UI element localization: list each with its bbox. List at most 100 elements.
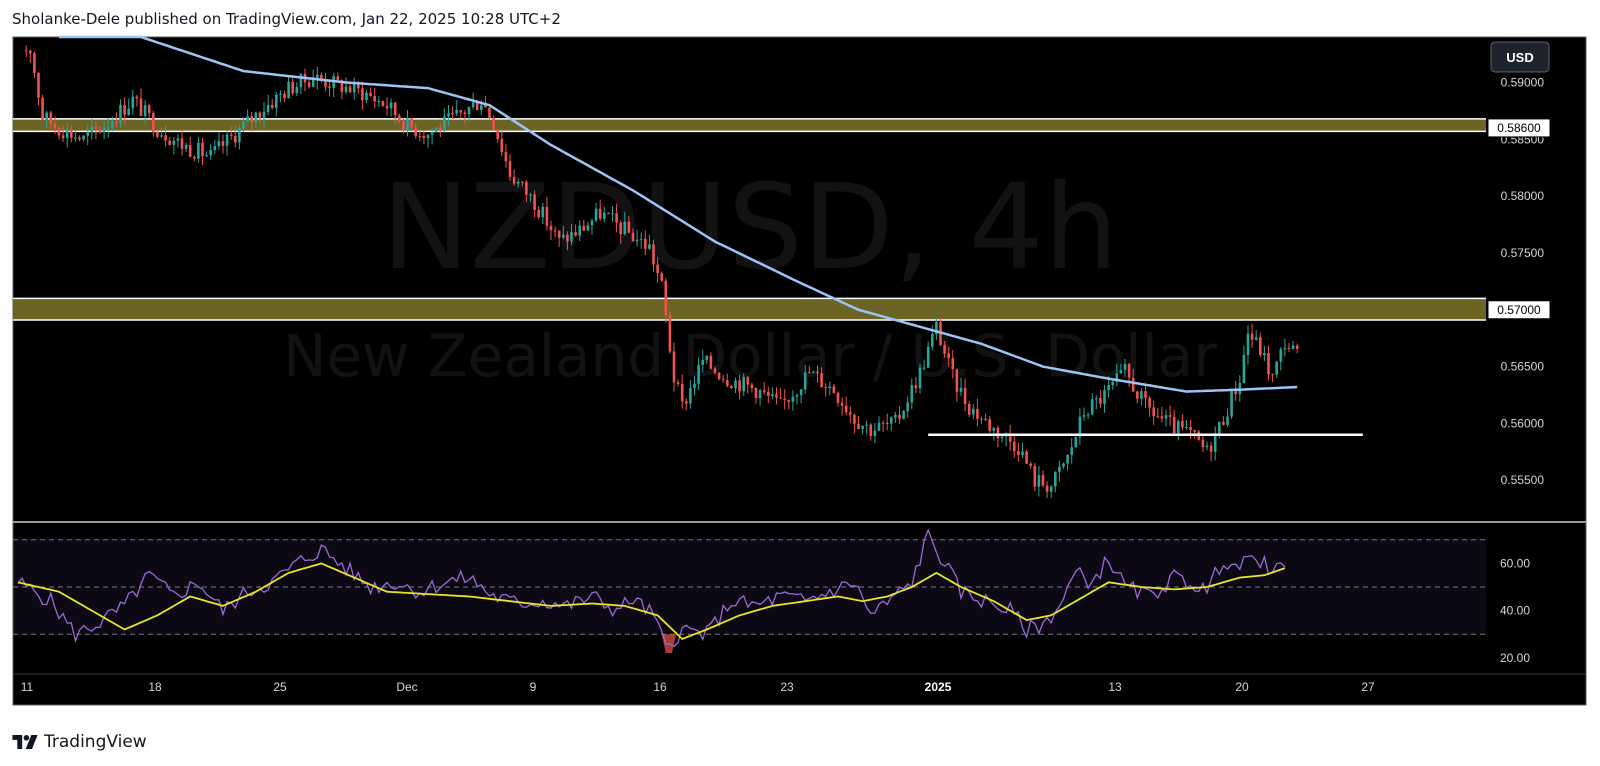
currency-button[interactable]: USD	[1490, 41, 1550, 73]
candle-body	[947, 353, 950, 359]
candle-body	[467, 107, 471, 115]
time-tick-label: Dec	[396, 680, 417, 694]
candle-body	[258, 112, 262, 118]
candle-body	[1234, 390, 1237, 395]
candle-body	[586, 225, 590, 231]
candle-body	[890, 417, 893, 424]
candle-body	[1275, 361, 1278, 375]
candle-body	[1291, 345, 1295, 349]
candle-body	[1008, 434, 1012, 442]
candle-body	[90, 126, 94, 133]
candle-body	[33, 53, 36, 73]
candle-body	[389, 102, 393, 109]
candle-body	[1021, 451, 1024, 456]
candle-body	[1205, 445, 1209, 447]
candle-body	[582, 225, 586, 231]
candle-body	[1041, 475, 1045, 486]
price-tick-label: 0.59000	[1501, 75, 1545, 89]
candle-body	[996, 427, 1000, 439]
candle-body	[188, 144, 192, 157]
candle-body	[1259, 337, 1262, 356]
candle-body	[402, 121, 405, 131]
candle-body	[324, 79, 327, 87]
candle-body	[1144, 391, 1147, 398]
candle-body	[307, 82, 311, 87]
candle-body	[1267, 352, 1270, 375]
candle-body	[1209, 445, 1213, 452]
candle-body	[1177, 420, 1180, 434]
candle-body	[381, 101, 385, 106]
price-tick-label: 0.55500	[1501, 473, 1545, 487]
candle-body	[1136, 391, 1139, 399]
candle-body	[967, 403, 971, 415]
candle-body	[1201, 439, 1205, 447]
candle-body	[570, 232, 573, 242]
candle-body	[1189, 426, 1192, 431]
candle-body	[135, 96, 139, 99]
rsi-bands	[13, 539, 1486, 654]
candle-body	[176, 138, 180, 141]
tradingview-brand: TradingView	[12, 732, 147, 752]
rsi-tick-label: 60.00	[1500, 556, 1530, 570]
candle-body	[881, 422, 885, 424]
candle-body	[328, 86, 331, 88]
candle-body	[574, 232, 577, 236]
candle-body	[1058, 466, 1061, 472]
candle-body	[1082, 415, 1086, 417]
candle-body	[713, 368, 717, 373]
candle-body	[562, 234, 565, 238]
candle-body	[115, 121, 118, 124]
candle-body	[143, 105, 147, 116]
rsi-tick-label: 20.00	[1500, 651, 1530, 665]
candle-body	[451, 113, 454, 115]
footer-brand-label: TradingView	[44, 732, 147, 752]
candle-body	[418, 135, 422, 137]
candle-body	[914, 385, 918, 389]
candle-body	[229, 134, 233, 136]
rsi-ma-line	[17, 562, 1286, 641]
candle-body	[1127, 363, 1131, 378]
candle-body	[1164, 415, 1168, 419]
candle-body	[49, 112, 53, 124]
candle-body	[557, 230, 561, 238]
candle-body	[275, 94, 278, 108]
candle-body	[898, 414, 901, 419]
candle-body	[1045, 485, 1049, 492]
candle-body	[45, 112, 48, 121]
candle-body	[1140, 391, 1143, 399]
candle-body	[652, 244, 655, 265]
candle-body	[1152, 407, 1155, 417]
candle-body	[283, 93, 286, 99]
candle-body	[861, 425, 864, 430]
candle-body	[779, 397, 782, 399]
candle-body	[348, 86, 352, 93]
candle-body	[910, 385, 914, 403]
candle-body	[922, 367, 926, 369]
candle-body	[361, 88, 364, 101]
candle-body	[1172, 416, 1176, 434]
candle-body	[742, 377, 745, 392]
price-highlight-box	[1487, 118, 1551, 138]
price-tick-label: 0.56000	[1501, 416, 1545, 430]
candle-body	[869, 424, 873, 437]
candle-body	[24, 50, 28, 52]
candle-body	[705, 355, 709, 361]
candle-body	[685, 401, 688, 404]
candle-body	[238, 127, 241, 143]
price-highlight-labels: 0.58600 0.57000	[1487, 118, 1551, 320]
candle-body	[812, 371, 815, 373]
candle-body	[180, 138, 184, 149]
candle-body	[320, 74, 323, 80]
symbol-watermark: NZDUSD, 4h New Zealand Dollar / U.S. Dol…	[283, 158, 1217, 390]
candle-body	[369, 92, 372, 96]
candle-body	[541, 206, 545, 218]
candle-body	[902, 411, 905, 419]
candle-body	[53, 123, 57, 128]
candle-body	[754, 388, 758, 399]
rsi-tick-label: 40.00	[1500, 604, 1530, 618]
candle-body	[1099, 398, 1102, 404]
time-tick-label: 2025	[925, 680, 952, 694]
candle-body	[799, 389, 803, 396]
candle-body	[1074, 436, 1078, 448]
candle-body	[119, 105, 122, 124]
